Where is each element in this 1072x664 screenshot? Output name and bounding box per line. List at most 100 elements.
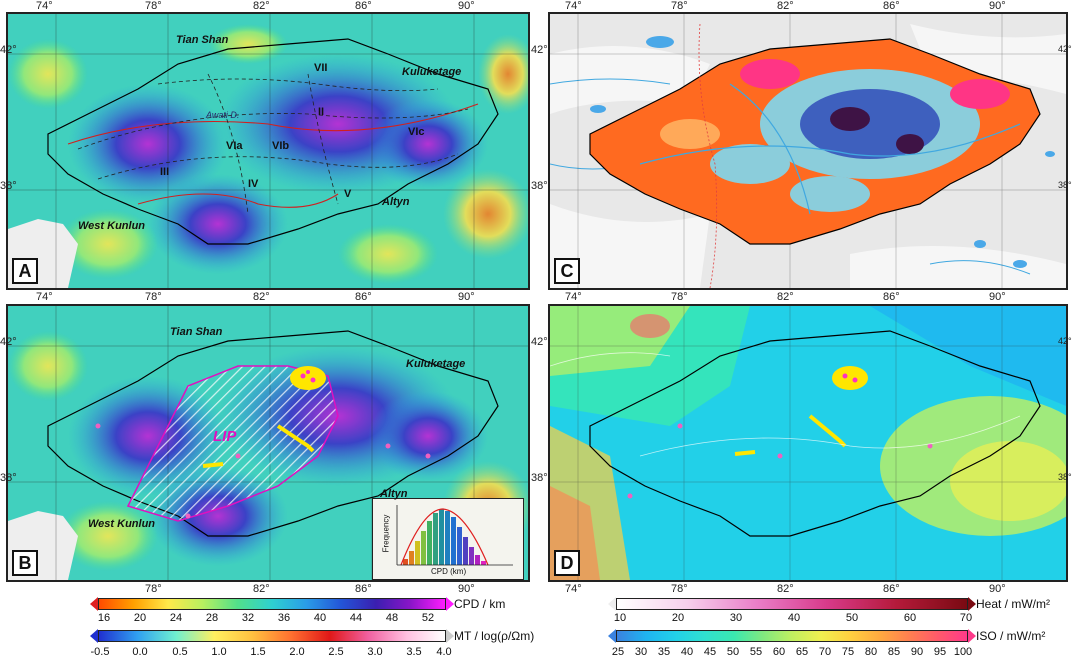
iso-tick: 95	[933, 646, 947, 658]
cpd-tick: 32	[241, 612, 255, 624]
cpd-tick: 28	[205, 612, 219, 624]
zone-vic: VIc	[408, 126, 425, 138]
mt-tick: 4.0	[436, 646, 452, 658]
lat-tick-a: 38°	[0, 180, 17, 192]
heat-tick: 10	[613, 612, 627, 624]
cpd-colorbar	[98, 598, 446, 610]
lon-tick-b-top: 90°	[458, 291, 475, 303]
legend-arrow-right	[968, 629, 976, 643]
mt-legend-title: MT / log(ρ/Ωm)	[454, 629, 535, 643]
lon-tick-b-bottom: 82°	[253, 583, 270, 595]
lon-tick-d-bottom: 82°	[777, 583, 794, 595]
lat-tick-d-right: 38°	[1058, 472, 1072, 482]
mt-tick: 3.0	[367, 646, 383, 658]
cpd-tick: 16	[97, 612, 111, 624]
lon-tick-d-bottom: 90°	[989, 583, 1006, 595]
iso-tick: 85	[887, 646, 901, 658]
place-kuluketage: Kuluketage	[406, 358, 466, 370]
zone-vib: VIb	[272, 140, 290, 152]
mt-tick: 3.5	[406, 646, 422, 658]
lon-tick-c-top: 90°	[989, 0, 1006, 12]
legend-arrow-right	[446, 597, 454, 611]
iso-tick: 30	[634, 646, 648, 658]
lon-tick-d-top: 86°	[883, 291, 900, 303]
histogram-xlabel: CPD (km)	[431, 567, 467, 576]
lon-tick-d-top: 90°	[989, 291, 1006, 303]
legend-arrow-right	[446, 629, 454, 643]
lat-tick-b: 38°	[0, 472, 17, 484]
place-altyn: Altyn	[380, 488, 408, 500]
histogram	[396, 505, 513, 566]
heat-legend-title: Heat / mW/m²	[976, 597, 1050, 611]
lon-tick-a-top: 82°	[253, 0, 270, 12]
cpd-tick: 44	[349, 612, 363, 624]
panel-label: A	[12, 258, 38, 284]
cpd-tick: 36	[277, 612, 291, 624]
lat-tick-d-right: 42°	[1058, 336, 1072, 346]
lip-label: LIP	[213, 428, 237, 445]
lat-tick-c: 38°	[531, 180, 548, 192]
panel-d-map	[550, 306, 1066, 580]
heat-tick: 40	[787, 612, 801, 624]
mt-tick: 0.0	[132, 646, 148, 658]
lon-tick-c-top: 82°	[777, 0, 794, 12]
heat-tick: 20	[671, 612, 685, 624]
iso-tick: 50	[726, 646, 740, 658]
legend-arrow-left	[90, 597, 98, 611]
zone-via: VIa	[226, 140, 243, 152]
place-tian-shan: Tian Shan	[176, 34, 229, 46]
lon-tick-c-top: 86°	[883, 0, 900, 12]
legend-arrow-left	[90, 629, 98, 643]
histogram-ylabel: Frequency	[381, 514, 391, 553]
lon-tick-d-bottom: 74°	[565, 583, 582, 595]
cpd-legend-title: CPD / km	[454, 597, 506, 611]
heat-tick: 60	[903, 612, 917, 624]
lat-tick-d: 38°	[531, 472, 548, 484]
lon-tick-b-bottom: 86°	[355, 583, 372, 595]
lon-tick-a-top: 74°	[36, 0, 53, 12]
zone-ii: II	[318, 106, 325, 118]
iso-tick: 35	[657, 646, 671, 658]
iso-tick: 90	[910, 646, 924, 658]
legend-arrow-left	[608, 629, 616, 643]
cpd-tick: 20	[133, 612, 147, 624]
panel-label: B	[12, 550, 38, 576]
zone-vii: VII	[314, 62, 328, 74]
lon-tick-c-top: 74°	[565, 0, 582, 12]
heat-tick: 30	[729, 612, 743, 624]
iso-tick: 60	[772, 646, 786, 658]
lon-tick-d-top: 78°	[671, 291, 688, 303]
lon-tick-c-top: 78°	[671, 0, 688, 12]
iso-colorbar	[616, 630, 968, 642]
lon-tick-a-top: 86°	[355, 0, 372, 12]
legend-arrow-left	[608, 597, 616, 611]
cpd-histogram-inset: Frequency CPD (km)	[372, 498, 524, 580]
iso-tick: 75	[841, 646, 855, 658]
mt-colorbar	[98, 630, 446, 642]
iso-tick: 65	[795, 646, 809, 658]
iso-tick: 100	[953, 646, 973, 658]
panel-c-map	[550, 14, 1066, 288]
lon-tick-b-top: 82°	[253, 291, 270, 303]
place-altyn: Altyn	[382, 196, 410, 208]
iso-tick: 40	[680, 646, 694, 658]
lon-tick-a-top: 78°	[145, 0, 162, 12]
lat-tick-a: 42°	[0, 44, 17, 56]
zone-v: V	[344, 188, 352, 200]
lon-tick-b-top: 74°	[36, 291, 53, 303]
mt-tick: 1.5	[250, 646, 266, 658]
lat-tick-c-right: 42°	[1058, 44, 1072, 54]
mt-tick: 0.5	[172, 646, 188, 658]
panel-label: C	[554, 258, 580, 284]
iso-tick: 55	[749, 646, 763, 658]
lon-tick-b-bottom: 90°	[458, 583, 475, 595]
place-tian-shan: Tian Shan	[170, 326, 223, 338]
cpd-tick: 24	[169, 612, 183, 624]
panel-a-map	[8, 14, 528, 288]
iso-tick: 45	[703, 646, 717, 658]
panel-b: LIP Frequency CPD	[6, 304, 530, 582]
heat-tick: 50	[845, 612, 859, 624]
lon-tick-a-top: 90°	[458, 0, 475, 12]
mt-tick: 1.0	[211, 646, 227, 658]
mt-tick: -0.5	[90, 646, 110, 658]
